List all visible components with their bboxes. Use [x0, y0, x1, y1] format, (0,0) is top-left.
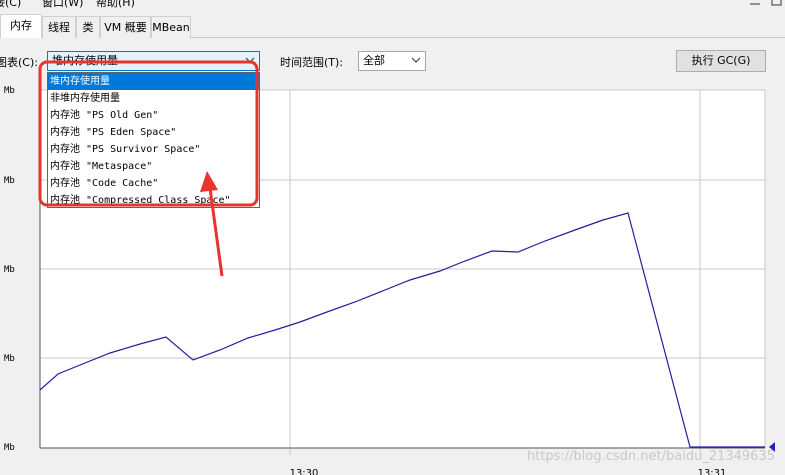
tab[interactable]: MBean	[151, 16, 191, 38]
tab-line	[0, 37, 785, 38]
dropdown-option[interactable]: 内存池 "PS Eden Space"	[50, 127, 177, 138]
chart-combo[interactable]: 堆内存使用量	[47, 51, 260, 71]
dropdown-option[interactable]: 非堆内存使用量	[50, 93, 120, 104]
watermark: https://blog.csdn.net/baidu_21349635	[527, 449, 775, 464]
dropdown-option[interactable]: 内存池 "Metaspace"	[50, 161, 153, 172]
tab[interactable]: 内存	[0, 14, 42, 38]
dropdown-list: 堆内存使用量非堆内存使用量内存池 "PS Old Gen" 内存池 "PS Ede…	[47, 72, 260, 208]
y-tick-label: Mb	[4, 443, 15, 453]
x-tick-label: 13:30	[290, 468, 319, 475]
y-tick-label: Mb	[4, 176, 15, 186]
dropdown-option[interactable]: 内存池 "PS Survivor Space"	[50, 144, 201, 155]
arrow	[245, 57, 255, 63]
gc-button[interactable]: 执行 GC(G)	[676, 50, 766, 72]
menu-item[interactable]: 窗口(W)	[42, 0, 84, 9]
time-label: 时间范围(T):	[280, 56, 344, 69]
tab[interactable]: 类	[76, 16, 100, 38]
combo-text: 全部	[363, 54, 385, 67]
y-tick-label: Mb	[4, 354, 15, 364]
chart-label: 图表(C):	[0, 56, 38, 69]
menu-item[interactable]: 接(C)	[0, 0, 22, 9]
dropdown-option[interactable]: 堆内存使用量	[48, 73, 259, 90]
combo-text: 堆内存使用量	[52, 54, 118, 67]
dropdown-option[interactable]: 内存池 "PS Old Gen"	[50, 110, 159, 121]
memory-line	[39, 212, 765, 448]
dropdown-option[interactable]: 内存池 "Compressed Class Space"	[50, 195, 231, 206]
arrow	[411, 57, 421, 63]
chart: Mb Mb Mb Mb Mb 13:30 13:31 https://blog.…	[4, 86, 775, 475]
y-tick-label: Mb	[4, 265, 15, 275]
x-tick-label: 13:31	[698, 468, 727, 475]
y-tick-label: Mb	[4, 86, 15, 96]
tab[interactable]: VM 概要	[100, 16, 151, 38]
marker	[769, 442, 775, 452]
time-combo[interactable]: 全部	[358, 51, 426, 71]
dropdown-option[interactable]: 内存池 "Code Cache"	[50, 178, 159, 189]
menu-item[interactable]: 帮助(H)	[96, 0, 135, 9]
window-controls	[750, 0, 782, 6]
tab[interactable]: 线程	[42, 16, 76, 38]
